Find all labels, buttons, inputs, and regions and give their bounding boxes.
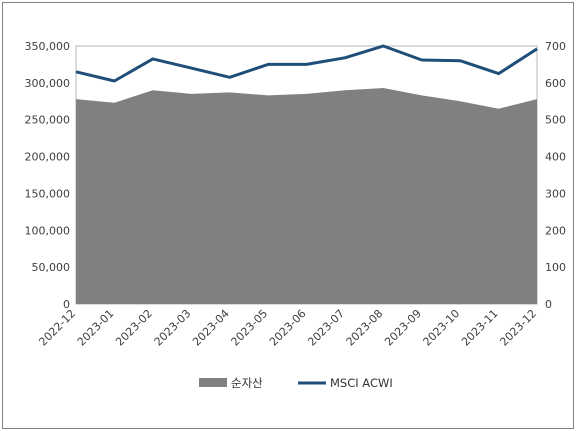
x-axis-tick-label: 2023-04 <box>190 307 232 349</box>
right-axis-tick-label: 200 <box>545 224 566 237</box>
left-axis-tick-label: 50,000 <box>32 261 71 274</box>
right-axis-tick-label: 600 <box>545 77 566 90</box>
x-axis-tick-label: 2023-09 <box>382 307 424 349</box>
left-axis-tick-label: 0 <box>63 298 70 311</box>
x-axis-tick-label: 2023-02 <box>113 307 155 349</box>
x-axis-tick-label: 2023-03 <box>152 307 194 349</box>
x-axis-tick-label: 2022-12 <box>36 307 78 349</box>
right-axis-tick-label: 300 <box>545 187 566 200</box>
left-axis-tick-label: 150,000 <box>25 187 71 200</box>
x-axis-tick-label: 2023-12 <box>497 307 539 349</box>
right-axis-tick-label: 0 <box>545 298 552 311</box>
right-axis-tick-label: 700 <box>545 40 566 53</box>
x-axis-tick-label: 2023-01 <box>75 307 117 349</box>
right-axis-tick-label: 500 <box>545 114 566 127</box>
legend-label-msci-acwi: MSCI ACWI <box>330 376 393 390</box>
right-axis-tick-label: 100 <box>545 261 566 274</box>
left-axis-tick-label: 300,000 <box>25 77 71 90</box>
right-axis-tick-label: 400 <box>545 151 566 164</box>
x-axis-tick-label: 2023-05 <box>229 307 271 349</box>
x-axis-tick-label: 2023-07 <box>305 307 347 349</box>
left-axis-tick-label: 250,000 <box>25 114 71 127</box>
x-axis-tick-label: 2023-10 <box>421 307 463 349</box>
left-axis-tick-label: 350,000 <box>25 40 71 53</box>
msci-acwi-line <box>75 44 538 83</box>
x-axis-tick-label: 2023-11 <box>459 307 501 349</box>
left-axis-tick-label: 200,000 <box>25 151 71 164</box>
net-assets-area <box>76 88 537 304</box>
legend-swatch-net-assets <box>199 378 227 387</box>
legend-label-net-assets: 순자산 <box>231 376 263 390</box>
left-axis-tick-label: 100,000 <box>25 224 71 237</box>
x-axis-tick-label: 2023-06 <box>267 307 309 349</box>
x-axis-tick-label: 2023-08 <box>344 307 386 349</box>
